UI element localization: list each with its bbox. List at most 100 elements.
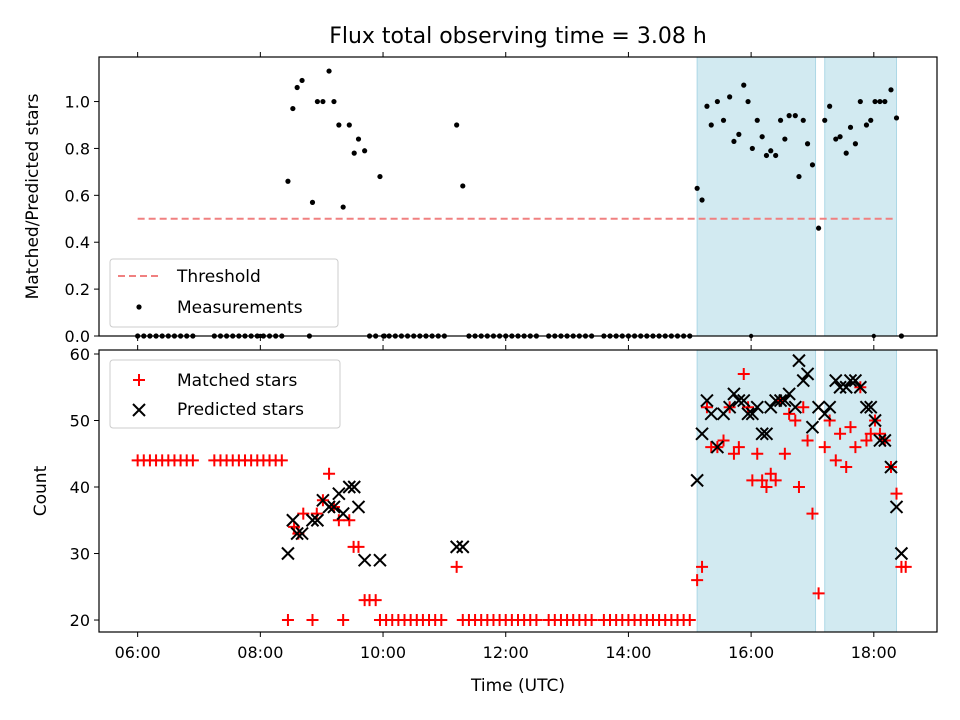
measurement-point [847,124,854,130]
predicted-star-point [818,407,832,421]
matched-star-point [742,401,755,414]
measurement-point [857,98,863,105]
predicted-star-point [310,513,325,527]
top-panel: 0.0 0.2 0.4 0.6 0.8 1.0 Matched/Predicted sta… [23,52,938,346]
measurement-point [816,225,822,231]
predicted-star-point [859,400,874,414]
measurement-point [727,94,733,100]
measurement-point [362,148,368,154]
bottom-panel: 06:00 08:00 10:00 12:00 14:00 16:00 18:00 20 30 4… [31,345,938,696]
matched-star-point [769,474,782,487]
predicted-star-point [839,380,853,394]
predicted-star-point [800,367,815,381]
predicted-star-point [884,460,898,474]
top-y-axis-label: Matched/Predicted stars [23,93,43,299]
measurement-point [714,98,720,105]
predicted-star-point [295,526,309,541]
predicted-star-point [449,540,464,554]
matched-star-point [778,447,791,460]
bottom-legend-box [109,359,341,429]
measurement-point [796,173,802,180]
predicted-star-point [732,393,746,408]
x-axis-label: Time (UTC) [470,676,565,696]
predicted-star-point [843,373,858,388]
predicted-star-point [745,407,760,421]
matched-star-point [323,467,336,480]
measurement-point [290,105,296,112]
legend-predicted-swatch [132,403,146,417]
matched-star-point [840,461,853,474]
legend-threshold-label: Threshold [176,267,261,287]
measurement-point [754,117,760,123]
matched-star-point [450,560,463,573]
measurement-point [331,98,337,105]
measurement-point [800,117,806,123]
predicted-star-point [755,427,769,441]
measurement-point [773,152,779,159]
predicted-star-point [722,400,737,414]
matched-star-point [343,514,356,527]
measurement-point [768,148,774,154]
predicted-star-point [894,546,909,561]
predicted-star-point [759,427,774,441]
measurement-point [309,199,316,205]
predicted-star-point [868,413,882,428]
legend-measurements-label: Measurements [177,298,303,318]
legend-predicted-label: Predicted stars [177,400,304,420]
matched-star-point [683,614,696,627]
top-axis-ticks: 0.0 0.2 0.4 0.6 0.8 1.0 [65,52,877,346]
y-tick-label: 60 [70,345,90,364]
measurement-point [804,141,811,147]
legend-matched-swatch [133,374,145,386]
measurement-point [827,103,833,109]
predicted-star-point [456,540,470,554]
measurement-point [694,185,700,191]
measurement-point [792,113,798,119]
matched-star-point [890,487,903,500]
measurement-point [460,183,466,189]
matched-star-point [369,594,382,607]
matched-star-point [783,407,796,420]
measurement-point [736,131,742,137]
y-tick-label: 0.8 [65,139,90,158]
predicted-star-point [351,500,366,514]
matched-star-point [737,367,750,380]
predicted-star-point [347,480,361,494]
x-tick-label: 08:00 [237,643,283,662]
predicted-star-point [848,373,863,388]
matched-star-point [585,614,598,627]
measurement-point [868,117,874,123]
predicted-star-point [873,433,887,448]
matched-star-point [435,614,448,627]
bottom-count-points [131,353,912,627]
measurement-point [837,134,843,140]
measurement-point [833,136,839,142]
predicted-star-point [778,393,792,408]
y-tick-label: 0.0 [65,327,90,346]
bottom-legend: Matched stars Predicted stars [109,359,341,429]
matched-star-point [849,441,862,454]
predicted-star-point [373,553,387,567]
predicted-star-point [710,440,725,454]
measurement-point [346,122,352,128]
predicted-star-point [805,420,820,434]
predicted-star-point [704,407,718,421]
matched-star-point [899,560,912,573]
predicted-star-point [322,500,336,514]
measurement-point [786,113,792,119]
predicted-star-point [305,513,320,527]
matched-star-point [275,454,288,467]
matched-star-point [530,614,543,627]
x-tick-dot [626,333,631,339]
shaded-region-2 [824,56,898,337]
x-tick-dot [258,333,263,339]
y-tick-label: 0.6 [65,186,90,205]
measurement-point [882,98,888,105]
predicted-star-point [690,473,704,488]
measurement-point [872,98,878,105]
measurement-point [822,117,828,123]
x-tick-label: 18:00 [851,643,897,662]
x-tick-label: 12:00 [483,643,529,662]
predicted-star-point [357,553,372,567]
measurement-point [454,122,460,128]
